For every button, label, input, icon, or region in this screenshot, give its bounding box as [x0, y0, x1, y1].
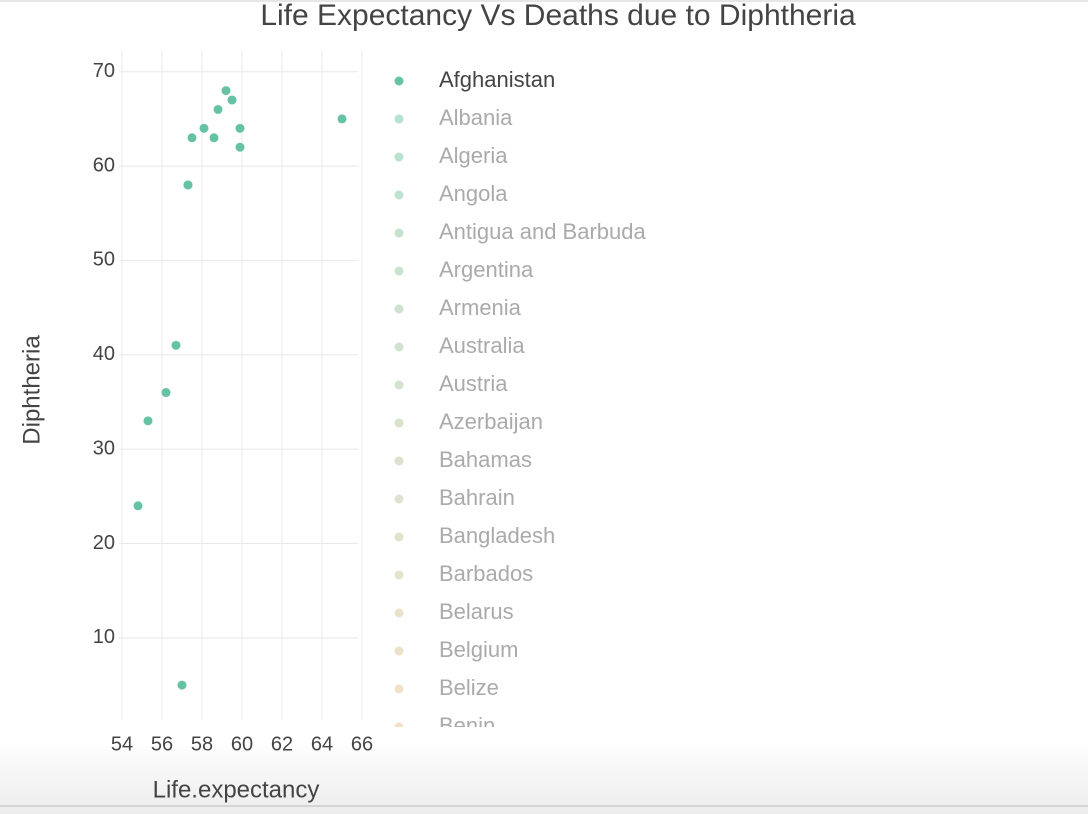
legend-label[interactable]: Australia [439, 333, 525, 358]
legend-label[interactable]: Afghanistan [439, 67, 555, 92]
legend-label[interactable]: Albania [439, 105, 513, 130]
y-tick-label: 60 [93, 154, 115, 176]
legend-marker[interactable] [394, 684, 404, 694]
x-tick-label: 62 [271, 733, 293, 755]
point [199, 123, 209, 133]
legend-label[interactable]: Armenia [439, 295, 522, 320]
legend-marker[interactable] [394, 152, 404, 162]
point [133, 501, 143, 511]
point [337, 114, 347, 124]
legend-marker[interactable] [394, 228, 404, 238]
window-footer [0, 740, 1088, 814]
point [171, 340, 181, 350]
legend-label[interactable]: Bahamas [439, 447, 532, 472]
legend-marker[interactable] [394, 76, 404, 86]
legend-marker[interactable] [394, 608, 404, 618]
point [187, 133, 197, 143]
legend: Afghanistan Albania Algeria Angola Antigua a… [394, 67, 646, 738]
y-axis-label: Diphtheria [18, 335, 45, 445]
point [143, 416, 153, 426]
plot [133, 86, 347, 690]
point [183, 180, 193, 190]
legend-label[interactable]: Belgium [439, 637, 518, 662]
legend-label[interactable]: Angola [439, 181, 508, 206]
y-tick-label: 50 [93, 249, 115, 271]
legend-marker[interactable] [394, 266, 404, 276]
legend-label[interactable]: Argentina [439, 257, 534, 282]
legend-label[interactable]: Benin [439, 713, 495, 738]
point [235, 142, 245, 152]
legend-marker[interactable] [394, 494, 404, 504]
legend-label[interactable]: Barbados [439, 561, 533, 586]
legend-marker[interactable] [394, 190, 404, 200]
x-tick-label: 56 [151, 733, 173, 755]
x-tick-label: 60 [231, 733, 253, 755]
legend-label[interactable]: Algeria [439, 143, 508, 168]
x-tick-label: 66 [351, 733, 373, 755]
point [221, 86, 231, 96]
legend-marker[interactable] [394, 380, 404, 390]
legend-label[interactable]: Bahrain [439, 485, 515, 510]
legend-label[interactable]: Belize [439, 675, 499, 700]
point [235, 123, 245, 133]
legend-marker[interactable] [394, 342, 404, 352]
legend-marker[interactable] [394, 722, 404, 732]
legend-marker[interactable] [394, 532, 404, 542]
x-tick-label: 64 [311, 733, 333, 755]
chart-title: Life Expectancy Vs Deaths due to Diphthe… [260, 0, 856, 32]
y-tick-label: 10 [93, 626, 115, 648]
legend-marker[interactable] [394, 456, 404, 466]
legend-marker[interactable] [394, 646, 404, 656]
legend-label[interactable]: Antigua and Barbuda [439, 219, 646, 244]
x-tick-label: 58 [191, 733, 213, 755]
y-tick-label: 30 [93, 437, 115, 459]
point [209, 133, 219, 143]
point [177, 680, 187, 690]
y-tick-label: 20 [93, 532, 115, 554]
legend-marker[interactable] [394, 304, 404, 314]
legend-label[interactable]: Azerbaijan [439, 409, 543, 434]
x-axis-label: Life.expectancy [153, 776, 320, 803]
point [227, 95, 237, 105]
point [213, 104, 223, 114]
legend-marker[interactable] [394, 418, 404, 428]
y-tick-label: 70 [93, 60, 115, 82]
y-tick-label: 40 [93, 343, 115, 365]
grid: 10 20 30 40 50 60 70 54 56 58 60 62 64 66 [93, 50, 373, 755]
point [161, 388, 171, 398]
legend-label[interactable]: Belarus [439, 599, 514, 624]
legend-label[interactable]: Bangladesh [439, 523, 555, 548]
legend-label[interactable]: Austria [439, 371, 508, 396]
legend-marker[interactable] [394, 570, 404, 580]
x-tick-label: 54 [111, 733, 133, 755]
legend-marker[interactable] [394, 114, 404, 124]
